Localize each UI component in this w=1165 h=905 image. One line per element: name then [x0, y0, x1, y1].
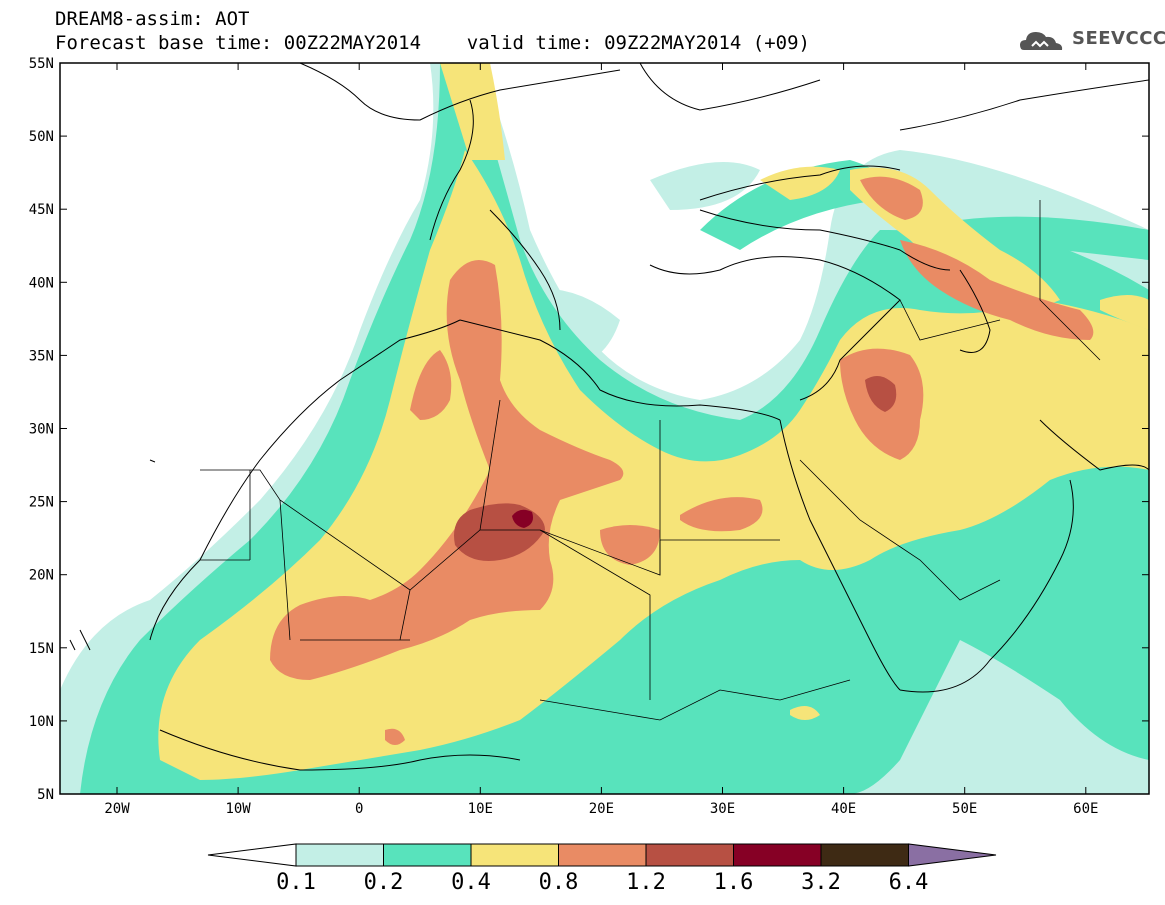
lat-label: 30N: [29, 422, 54, 438]
lon-label: 50E: [952, 801, 977, 817]
colorbar-label: 6.4: [888, 870, 929, 895]
forecast-time-line: Forecast base time: 00Z22MAY2014 valid t…: [55, 32, 810, 54]
country-borders: [200, 200, 1101, 721]
lon-label: 60E: [1073, 801, 1098, 817]
colorbar-segment: [645, 843, 734, 867]
lon-label: 10E: [468, 801, 493, 817]
lon-label: 20W: [104, 801, 130, 817]
lon-label: 40E: [831, 801, 856, 817]
colorbar-segment: [558, 843, 647, 867]
lon-label: 10W: [225, 801, 251, 817]
colorbar-segment: [733, 843, 822, 867]
lat-label: 50N: [29, 129, 54, 145]
colorbar-label: 0.8: [538, 870, 579, 895]
logo-text: SEEVCCC: [1072, 28, 1165, 49]
lat-label: 40N: [29, 275, 54, 291]
colorbar-label: 0.4: [451, 870, 491, 895]
lat-label: 5N: [37, 787, 54, 803]
map-title: DREAM8-assim: AOT: [55, 8, 250, 30]
lat-label: 10N: [29, 714, 54, 730]
colorbar-segment: [470, 843, 559, 867]
cloud-logo-icon: [1020, 32, 1063, 50]
colorbar-label: 0.2: [363, 870, 404, 895]
lat-label: 45N: [29, 202, 54, 218]
aot-field: [60, 63, 1149, 794]
lat-label: 25N: [29, 495, 54, 511]
lon-label: 30E: [710, 801, 735, 817]
lat-label: 15N: [29, 641, 54, 657]
colorbar-segment: [820, 843, 909, 867]
lon-label: 0: [355, 801, 363, 817]
colorbar: [207, 843, 997, 867]
latitude-axis: 55N 50N 45N 40N 35N 30N 25N 20N 15N 10N 5N: [29, 56, 1149, 803]
colorbar-over-arrow: [908, 843, 997, 867]
colorbar-segment: [383, 843, 472, 867]
colorbar-under-arrow: [207, 843, 297, 867]
colorbar-label: 0.1: [276, 870, 316, 895]
colorbar-label: 3.2: [801, 870, 841, 895]
colorbar-segment: [295, 843, 384, 867]
colorbar-label: 1.2: [626, 870, 666, 895]
lat-label: 55N: [29, 56, 54, 72]
colorbar-label: 1.6: [713, 870, 754, 895]
coastlines: [69, 63, 1149, 771]
lat-label: 35N: [29, 348, 54, 364]
lat-label: 20N: [29, 568, 54, 584]
aot-band-1.6: [512, 509, 533, 528]
lon-label: 20E: [589, 801, 614, 817]
longitude-axis: 20W 10W 0 10E 20E 30E 40E 50E 60E: [104, 63, 1098, 817]
